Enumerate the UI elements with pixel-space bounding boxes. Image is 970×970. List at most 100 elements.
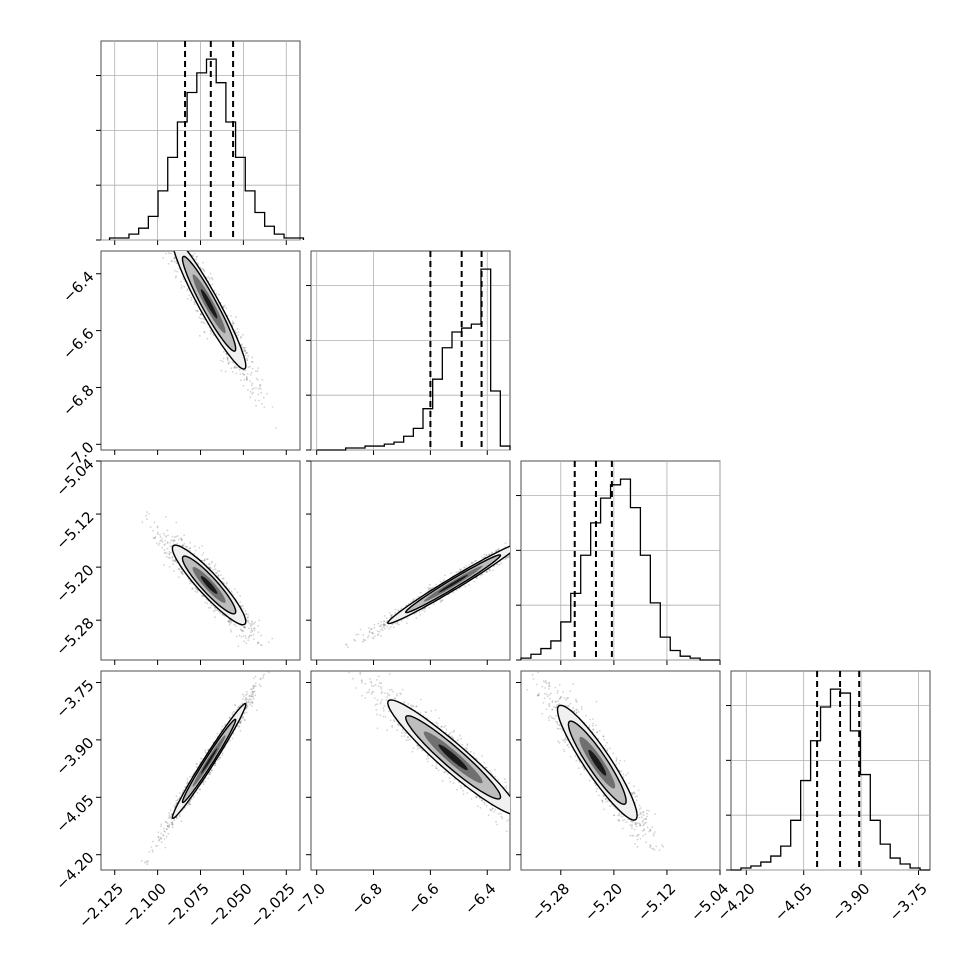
scatter-point: [355, 633, 358, 636]
scatter-point: [212, 334, 215, 336]
scatter-point: [190, 298, 193, 301]
scatter-point: [177, 247, 179, 249]
scatter-point: [247, 619, 250, 622]
scatter-point: [247, 621, 250, 624]
scatter-point: [178, 568, 181, 571]
scatter-point: [252, 387, 255, 389]
scatter-point: [239, 595, 242, 597]
scatter-point: [177, 798, 179, 801]
scatter-point: [516, 541, 518, 543]
scatter-point: [371, 632, 374, 634]
scatter-point: [251, 630, 254, 633]
scatter-point: [361, 640, 364, 643]
scatter-point: [224, 304, 226, 307]
scatter-point: [170, 817, 173, 820]
scatter-point: [180, 572, 183, 574]
scatter-point: [240, 636, 243, 638]
scatter-point: [245, 377, 248, 379]
scatter-point: [485, 554, 488, 556]
scatter-point: [246, 359, 249, 361]
scatter-point: [251, 367, 254, 370]
scatter-point: [228, 624, 231, 626]
scatter-point: [176, 247, 178, 249]
scatter-point: [393, 626, 395, 629]
scatter-point: [381, 629, 384, 632]
scatter-point: [202, 595, 204, 597]
scatter-point: [180, 537, 183, 540]
scatter-point: [384, 624, 387, 627]
scatter-point: [473, 580, 476, 583]
scatter-point: [242, 347, 245, 349]
scatter-point: [244, 350, 247, 352]
scatter-point: [247, 627, 250, 630]
scatter-point: [166, 529, 169, 532]
histogram-2: [516, 460, 721, 665]
scatter-point: [241, 372, 244, 375]
scatter-point: [430, 587, 433, 590]
scatter-point: [209, 277, 211, 280]
scatter-point: [511, 547, 513, 549]
scatter-point: [186, 241, 188, 243]
scatter-point: [255, 404, 257, 407]
scatter-point: [179, 242, 181, 244]
scatter-point: [508, 554, 510, 557]
scatter-point: [222, 305, 225, 308]
scatter-point: [228, 621, 230, 624]
scatter-point: [187, 802, 190, 805]
scatter-point: [171, 822, 173, 825]
scatter-point: [155, 542, 158, 545]
scatter-point: [491, 551, 494, 554]
scatter-point: [182, 544, 185, 547]
scatter-point: [460, 568, 463, 571]
scatter-point: [169, 557, 171, 559]
scatter-point: [168, 553, 171, 556]
scatter-point: [146, 861, 149, 864]
scatter-point: [241, 346, 244, 348]
scatter-point: [519, 545, 521, 547]
scatter-point: [383, 623, 385, 626]
scatter-point: [208, 606, 210, 609]
scatter-point: [171, 535, 174, 538]
scatter-point: [207, 777, 210, 780]
scatter-point: [162, 834, 165, 837]
scatter-point: [243, 373, 246, 376]
scatter-point: [181, 243, 183, 245]
scatter-point: [172, 563, 175, 565]
scatter-point: [218, 293, 220, 296]
scatter-point: [209, 566, 212, 569]
density-contour: [438, 574, 468, 593]
scatter-point: [383, 620, 386, 622]
panel-content: [140, 671, 270, 866]
scatter-point: [235, 635, 238, 638]
scatter-point: [242, 635, 245, 637]
scatter-point: [242, 625, 245, 628]
scatter-point: [255, 370, 257, 372]
scatter-point: [353, 638, 355, 641]
scatter-point: [252, 633, 255, 636]
scatter-point: [165, 552, 168, 555]
scatter-point: [230, 367, 233, 370]
scatter-point: [234, 365, 236, 367]
scatter-point: [368, 630, 371, 633]
scatter-point: [492, 569, 494, 572]
scatter-point: [250, 627, 253, 630]
scatter-point: [517, 541, 519, 543]
scatter-point: [225, 583, 228, 585]
scatter-point: [194, 251, 197, 252]
scatter-point: [512, 552, 514, 554]
scatter-point: [432, 586, 434, 589]
scatter-point: [236, 591, 239, 594]
scatter-point: [170, 244, 172, 246]
scatter-point: [347, 646, 349, 648]
scatter-point: [227, 362, 230, 365]
scatter-point: [248, 635, 251, 638]
scatter-point: [179, 244, 181, 246]
scatter-point: [497, 548, 500, 550]
scatter-point: [456, 589, 459, 591]
scatter-point: [244, 613, 247, 616]
scatter-point: [221, 577, 224, 580]
scatter-point: [229, 629, 232, 631]
scatter-point: [226, 581, 228, 584]
scatter-point: [232, 322, 235, 324]
scatter-point: [394, 608, 397, 611]
